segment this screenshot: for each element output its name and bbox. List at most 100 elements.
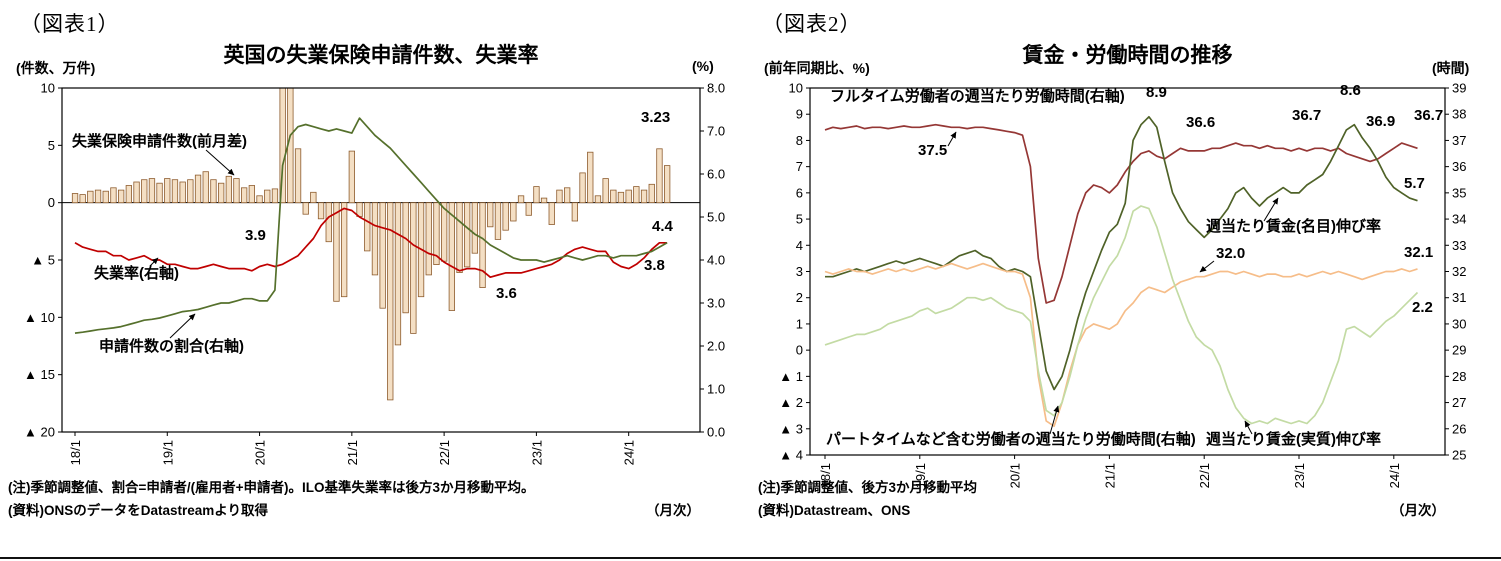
right-axis-tick-label: 25 [1452,448,1466,463]
claims-change-bars [118,189,125,204]
chart-annotation: 3.8 [644,257,665,274]
chart-annotation: 37.5 [918,142,947,159]
unemployment-rate-line [74,207,668,279]
right-axis-tick-label: 3.0 [707,296,725,311]
right-axis-tick-label: 32 [1452,264,1466,279]
left-axis-tick-label: 5 [48,138,55,153]
figure2-left-axis-unit: (前年同期比、%) [764,60,870,76]
claims-change-bars [525,202,532,216]
claims-change-bars [517,195,525,204]
claims-change-bars [564,187,571,204]
claims-change-bars [310,191,317,204]
left-axis-tick-label: 7 [796,159,803,174]
right-axis-tick-label: 36 [1452,159,1466,174]
bottom-divider [0,557,1501,559]
left-axis-tick-label: 4 [796,238,803,253]
claims-change-bars [371,202,379,276]
left-axis-tick-label: ▲ 4 [779,448,803,463]
figure2-title: 賃金・労働時間の推移 [1022,44,1233,67]
claims-change-bars [402,202,409,314]
claims-change-bars [648,183,655,204]
claims-change-bars [502,202,509,231]
right-axis-tick-label: 35 [1452,185,1466,200]
claims-change-bars [602,178,609,204]
x-axis-tick-label: 20/1 [1008,463,1023,488]
annotation-arrow [1244,420,1253,435]
right-axis-tick-label: 38 [1452,107,1466,122]
right-axis-tick-label: 33 [1452,238,1466,253]
claims-change-bars [463,202,471,268]
right-axis-tick-label: 7.0 [707,124,725,139]
claims-change-bars [317,202,325,220]
figure1-title: 英国の失業保険申請件数、失業率 [223,44,539,67]
left-axis-tick-label: 9 [796,107,803,122]
real-wage-growth-line [824,205,1419,425]
right-axis-tick-label: 27 [1452,395,1466,410]
chart-annotation: パートタイムなど含む労働者の週当たり労働時間(右軸) [826,430,1196,448]
left-axis-tick-label: ▲ 3 [779,421,803,436]
claims-change-bars [610,189,617,204]
parttime-hours-line [824,262,1418,428]
left-axis-tick-label: 2 [796,290,803,305]
chart-annotation: 32.0 [1216,245,1245,262]
claims-change-bars [579,172,586,204]
claims-change-bars [294,148,302,204]
chart-annotation: 申請件数の割合(右軸) [99,337,244,355]
claims-change-bars [394,202,402,346]
claims-change-bars [256,195,263,204]
x-axis-tick-label: 20/1 [253,440,268,465]
x-axis-tick-label: 21/1 [1102,463,1117,488]
claims-change-bars [79,194,86,204]
fulltime-hours-line [824,123,1418,304]
right-axis-tick-label: 39 [1452,81,1466,96]
right-axis-tick-label: 4.0 [707,253,725,268]
claims-change-bars [440,202,448,262]
claims-change-bars [179,181,186,204]
left-axis-tick-label: 10 [41,81,55,96]
chart-annotation: 週当たり賃金(実質)伸び率 [1206,430,1381,448]
right-axis-tick-label: 28 [1452,369,1466,384]
claims-change-bars [556,189,563,204]
claims-change-bars [348,150,356,204]
right-axis-tick-label: 29 [1452,343,1466,358]
claims-change-bars [387,202,394,401]
left-axis-tick-label: 0 [796,343,803,358]
x-axis-tick-label: 23/1 [529,440,544,465]
claims-change-bars [225,175,233,204]
claims-change-bars [271,188,279,204]
claims-change-bars [87,190,94,204]
left-axis-tick-label: ▲ 15 [24,367,55,382]
annotation-arrow [1263,197,1279,222]
chart-annotation: 3.6 [496,285,517,302]
right-axis-tick-label: 1.0 [707,382,725,397]
right-axis-tick-label: 2.0 [707,339,725,354]
figure1-note-2: (資料)ONSのデータをDatastreamより取得 [8,503,269,518]
claims-change-bars [664,165,671,204]
annotation-arrow [169,313,196,339]
x-axis-tick-label: 18/1 [818,463,833,488]
claims-change-bars [487,202,494,228]
claims-change-bars [633,186,640,204]
claims-change-bars [379,202,386,309]
x-axis-tick-label: 19/1 [160,440,175,465]
claims-change-bars [71,193,79,204]
chart-annotation: 36.9 [1366,113,1395,130]
figure2-note-2: (資料)Datastream、ONS [758,503,911,518]
claims-change-bars [94,189,102,204]
right-axis-tick-label: 8.0 [707,81,725,96]
x-axis-tick-label: 19/1 [913,463,928,488]
claims-change-bars [364,202,371,252]
claims-change-bars [540,197,548,204]
left-axis-tick-label: 10 [789,81,803,96]
x-axis-tick-label: 22/1 [1197,463,1212,488]
chart-annotation: 36.6 [1186,114,1215,131]
figure1-tag: （図表1） [20,12,120,36]
nominal-wage-growth-line [825,115,1418,391]
claims-change-bars [479,202,486,288]
right-axis-tick-label: 5.0 [707,210,725,225]
x-axis-tick-label: 21/1 [345,440,360,465]
claims-change-bars [148,178,156,204]
claims-change-bars [587,151,594,204]
claims-change-bars [594,195,602,204]
